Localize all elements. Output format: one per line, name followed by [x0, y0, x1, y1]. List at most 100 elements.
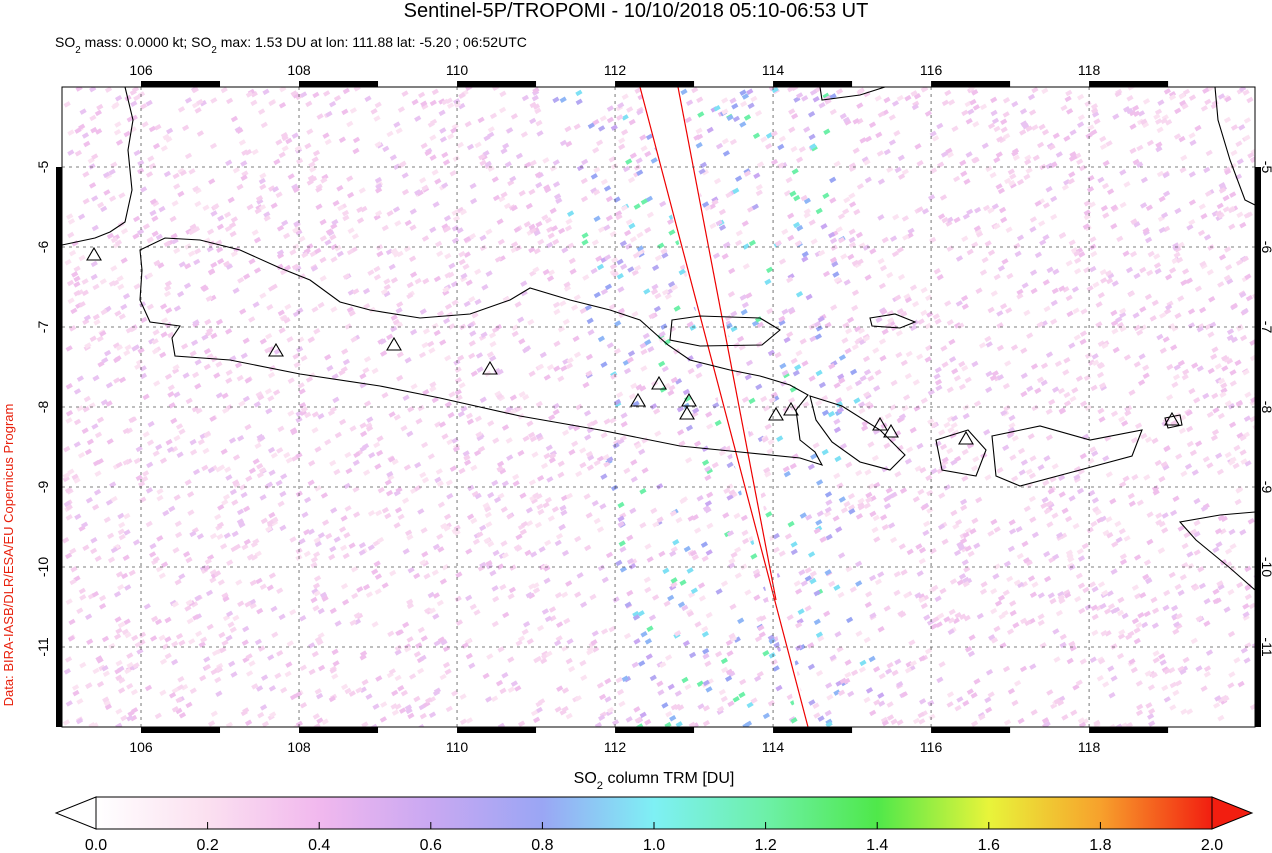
pixel [623, 367, 632, 375]
pixel [717, 705, 725, 713]
pixel [713, 105, 721, 112]
pixel [435, 240, 443, 248]
pixel [268, 99, 276, 107]
pixel [515, 152, 523, 160]
pixel [1025, 482, 1033, 489]
pixel [993, 156, 1001, 164]
pixel [224, 225, 232, 232]
pixel [528, 246, 536, 254]
pixel [329, 406, 337, 413]
pixel [1097, 407, 1105, 415]
pixel [919, 466, 927, 474]
pixel [963, 178, 971, 185]
pixel [634, 264, 642, 272]
pixel [617, 307, 625, 315]
pixel [421, 103, 429, 110]
pixel [304, 411, 312, 419]
pixel [1001, 258, 1009, 265]
pixel [509, 564, 517, 571]
x-tick-bar [299, 727, 379, 733]
pixel [1128, 500, 1136, 507]
pixel [1149, 315, 1157, 322]
pixel [365, 422, 373, 429]
pixel [983, 429, 991, 436]
pixel [280, 132, 288, 139]
pixel [684, 116, 692, 124]
pixel [146, 236, 154, 244]
pixel [1186, 425, 1194, 433]
pixel [457, 354, 465, 362]
pixel [62, 719, 71, 726]
pixel [1243, 657, 1251, 664]
pixel [468, 232, 477, 240]
pixel [67, 218, 76, 225]
pixel [856, 88, 864, 96]
pixel [223, 260, 231, 268]
pixel [316, 113, 324, 120]
pixel [115, 571, 124, 578]
pixel [173, 183, 181, 190]
pixel [300, 406, 308, 413]
pixel [90, 273, 98, 281]
pixel [1096, 361, 1104, 369]
pixel [215, 392, 223, 399]
pixel [209, 415, 217, 422]
pixel [281, 219, 289, 227]
pixel [772, 532, 780, 540]
pixel [1049, 597, 1057, 605]
pixel [250, 99, 258, 107]
colorbar-tick-label: 0.0 [85, 837, 107, 853]
pixel [287, 173, 295, 180]
pixel [266, 303, 274, 311]
pixel [320, 492, 328, 499]
pixel [418, 91, 426, 99]
pixel [140, 186, 148, 193]
pixel [166, 446, 175, 453]
pixel [584, 304, 592, 311]
pixel [1193, 519, 1201, 527]
pixel [637, 610, 645, 617]
pixel [84, 342, 92, 349]
pixel [1150, 596, 1158, 604]
pixel [715, 650, 723, 658]
pixel [194, 248, 202, 255]
pixel [823, 510, 832, 518]
pixel [695, 362, 703, 369]
pixel [629, 507, 637, 514]
pixel [1073, 250, 1081, 257]
pixel [760, 395, 768, 403]
pixel [585, 353, 593, 361]
pixel [401, 188, 410, 196]
pixel [151, 215, 159, 222]
pixel [229, 230, 237, 238]
pixel [253, 236, 262, 244]
pixel [825, 721, 833, 727]
pixel [210, 710, 218, 717]
pixel [487, 540, 495, 548]
pixel [174, 578, 182, 586]
pixel [779, 362, 787, 370]
pixel [329, 100, 337, 108]
pixel [189, 530, 197, 538]
pixel [737, 617, 745, 624]
pixel [862, 335, 870, 342]
pixel [815, 369, 823, 377]
swath-edge [677, 87, 777, 601]
pixel [1086, 285, 1094, 292]
pixel [1125, 266, 1134, 274]
pixel [217, 215, 225, 222]
pixel [690, 587, 698, 594]
pixel [938, 429, 946, 436]
pixel [644, 586, 652, 594]
pixel [739, 121, 747, 128]
pixel [743, 114, 752, 121]
pixel [574, 535, 582, 543]
pixel [1045, 185, 1053, 193]
x-tick-bar [931, 727, 1011, 733]
pixel [252, 538, 260, 545]
pixel [784, 533, 792, 540]
pixel [463, 236, 471, 243]
pixel [824, 98, 832, 105]
pixel [536, 624, 545, 632]
pixel [908, 639, 916, 646]
